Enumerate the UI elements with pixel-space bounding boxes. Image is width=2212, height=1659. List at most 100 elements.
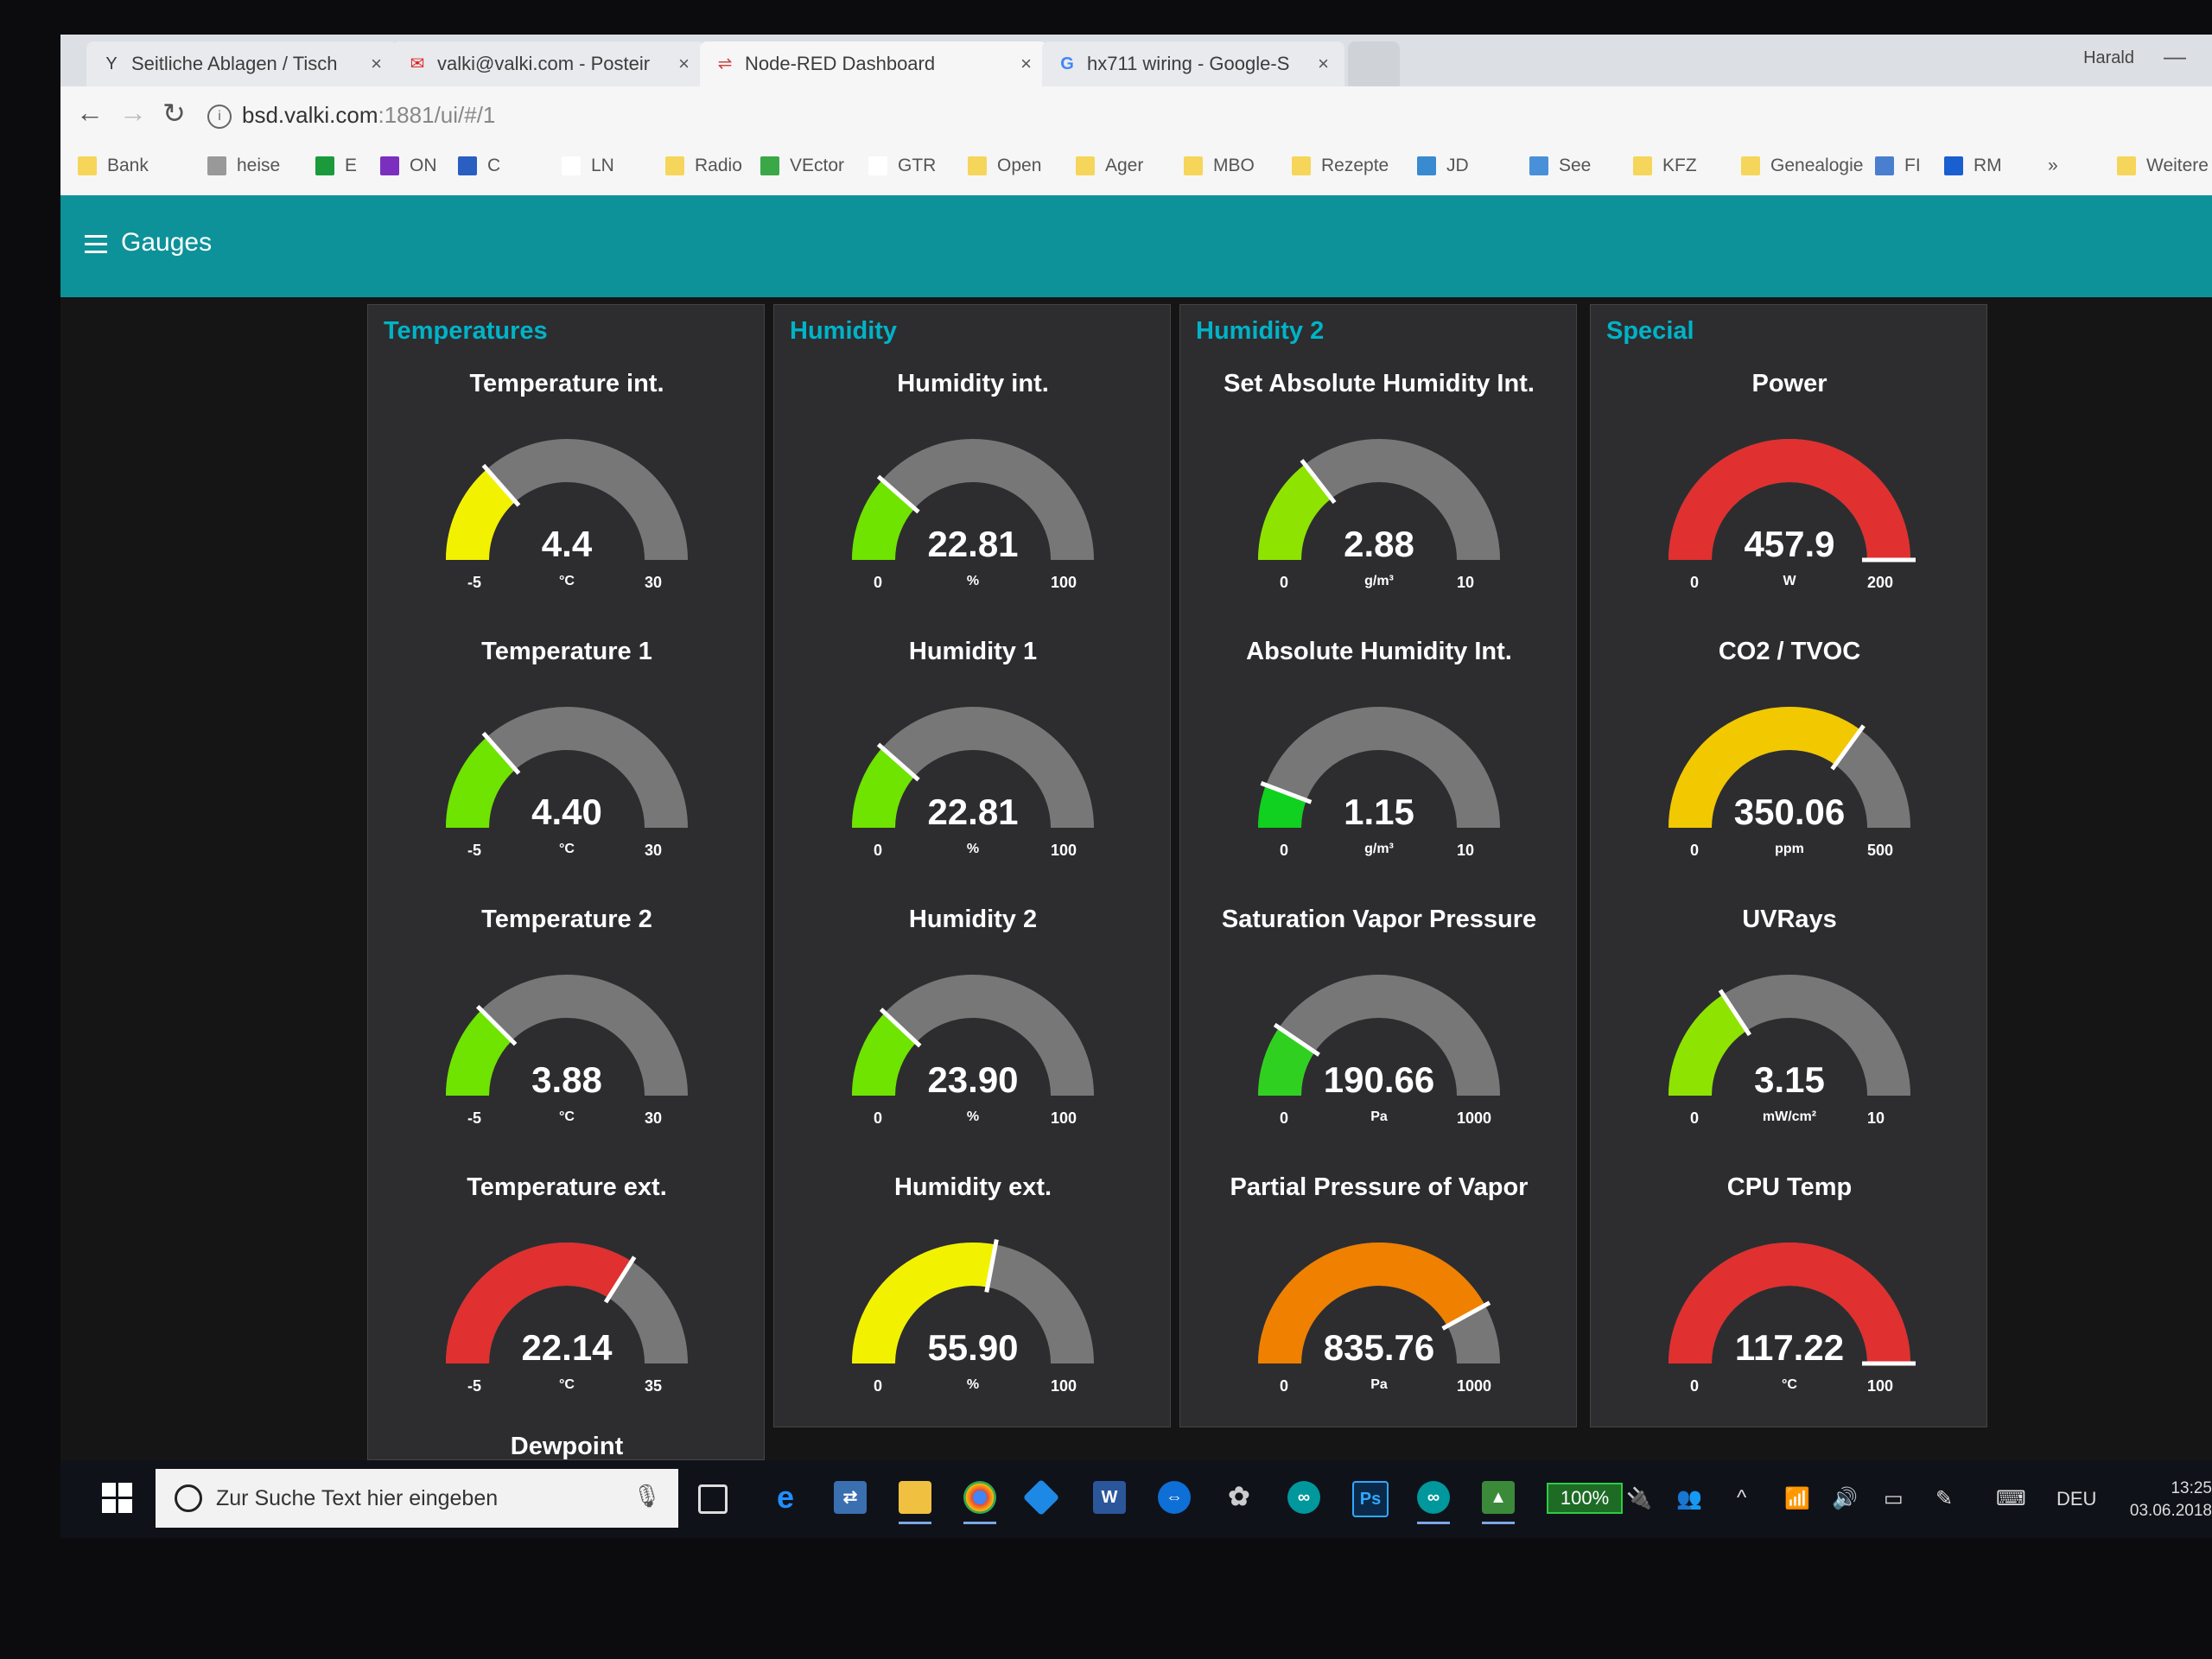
bookmark-icon	[1076, 156, 1095, 175]
gauge-dial	[446, 707, 688, 829]
gauge-title: Temperature 1	[481, 638, 652, 665]
bookmark-item[interactable]: heise	[207, 156, 280, 176]
tab-google[interactable]: G hx711 wiring - Google-S ×	[1042, 41, 1344, 86]
bookmark-item[interactable]: C	[458, 156, 500, 176]
tab-mail[interactable]: ✉ valki@valki.com - Posteir ×	[392, 41, 705, 86]
file-explorer-icon[interactable]	[899, 1481, 931, 1524]
tab-seitliche-ablagen[interactable]: Y Seitliche Ablagen / Tisch ×	[86, 41, 397, 86]
edge-icon[interactable]: e	[776, 1479, 795, 1515]
gauge-value: 350.06	[1733, 791, 1846, 832]
bookmark-item[interactable]: Rezepte	[1292, 156, 1389, 176]
bookmark-item[interactable]: KFZ	[1633, 156, 1697, 176]
gauge-needle	[879, 1007, 922, 1048]
bookmark-item[interactable]: Ager	[1076, 156, 1143, 176]
taskbar-search[interactable]: Zur Suche Text hier eingeben 🎙	[156, 1469, 678, 1528]
gauge-value: 1.15	[1344, 791, 1414, 832]
gauge-min-label: 0	[874, 842, 883, 859]
chrome-icon[interactable]	[963, 1481, 996, 1524]
kite-app-icon[interactable]	[1022, 1478, 1060, 1516]
close-icon[interactable]: ×	[1318, 53, 1329, 74]
group-title: Humidity 2	[1196, 317, 1325, 345]
bookmark-item[interactable]: VEctor	[760, 156, 844, 176]
bookmark-item[interactable]: RM	[1944, 156, 2002, 176]
bookmark-item[interactable]: FI	[1875, 156, 1921, 176]
bookmark-item[interactable]: See	[1529, 156, 1591, 176]
pen-icon[interactable]: ✎	[1936, 1487, 1954, 1510]
bookmark-item[interactable]: ON	[380, 156, 437, 176]
gauge-fill	[852, 1013, 917, 1096]
clock[interactable]: 13:25 03.06.2018	[2100, 1478, 2212, 1522]
bookmark-item[interactable]: E	[315, 156, 357, 176]
image-viewer-icon[interactable]: ▲	[1482, 1481, 1515, 1524]
gauge-fill	[446, 468, 517, 561]
gauge-widget: Temperature ext. 22.14 °C -5 35	[381, 1173, 753, 1441]
bookmark-icon	[1741, 156, 1760, 175]
tab-node-red-dashboard[interactable]: ⇌ Node-RED Dashboard ×	[700, 41, 1047, 86]
clock-time: 13:25	[2171, 1479, 2212, 1497]
bookmark-item[interactable]: Genealogie	[1741, 156, 1863, 176]
gauge-title: Power	[1751, 370, 1827, 397]
arduino-icon[interactable]: ∞	[1417, 1481, 1450, 1524]
close-icon[interactable]: ×	[371, 53, 382, 74]
gauge-unit: °C	[559, 574, 575, 588]
minimize-icon[interactable]: —	[2164, 43, 2186, 69]
keyboard-icon[interactable]: ⌨	[1996, 1487, 2026, 1510]
bookmark-item[interactable]: Bank	[78, 156, 149, 176]
info-icon[interactable]: i	[207, 105, 232, 130]
language-indicator[interactable]: DEU	[2056, 1488, 2097, 1510]
close-icon[interactable]: ×	[678, 53, 690, 74]
bookmark-item[interactable]: GTR	[868, 156, 936, 176]
tab-bar: Y Seitliche Ablagen / Tisch × ✉ valki@va…	[60, 35, 2212, 86]
gauge-dial	[446, 1243, 688, 1364]
new-tab-button[interactable]	[1348, 41, 1400, 86]
photoshop-icon[interactable]: Ps	[1352, 1481, 1389, 1517]
bookmark-label: Rezepte	[1321, 156, 1389, 175]
gauge-value: 3.15	[1754, 1059, 1825, 1100]
gauge-title: Absolute Humidity Int.	[1246, 638, 1512, 665]
gauge-widget: Partial Pressure of Vapor 835.76 Pa 0 1000	[1193, 1173, 1565, 1441]
arduino-icon[interactable]: ∞	[1287, 1481, 1320, 1514]
gauge-value: 457.9	[1744, 524, 1835, 564]
wifi-icon[interactable]: 📶	[1784, 1487, 1810, 1510]
bookmark-item[interactable]: Radio	[665, 156, 742, 176]
bookmark-item[interactable]: Weitere	[2117, 156, 2209, 176]
gauge-dial	[852, 707, 1094, 829]
power-plug-icon[interactable]: 🔌	[1626, 1487, 1652, 1510]
bookmark-icon	[562, 156, 581, 175]
bird-app-icon[interactable]: ✿	[1228, 1483, 1250, 1511]
back-icon[interactable]: ←	[76, 97, 104, 128]
bookmark-icon	[1292, 156, 1311, 175]
url-field[interactable]: i bsd.valki.com:1881/ui/#/1	[207, 97, 495, 133]
reload-icon[interactable]: ↻	[162, 98, 186, 129]
network-app-icon[interactable]: ⇄	[834, 1481, 867, 1514]
bookmark-icon	[207, 156, 226, 175]
bookmark-label: Open	[997, 156, 1042, 175]
bookmark-item[interactable]: MBO	[1184, 156, 1255, 176]
gauge-unit: %	[966, 574, 980, 588]
gauge-max-label: 30	[645, 842, 663, 859]
chevron-up-icon[interactable]: ^	[1737, 1486, 1747, 1510]
gauge-dial	[446, 975, 688, 1096]
task-view-icon[interactable]	[698, 1484, 728, 1514]
menu-icon[interactable]	[85, 235, 107, 254]
bookmark-label: See	[1559, 156, 1592, 175]
bookmark-item[interactable]: JD	[1417, 156, 1469, 176]
forward-icon[interactable]: →	[119, 97, 147, 128]
windows-start-icon[interactable]	[102, 1483, 133, 1514]
gauge-fill	[1669, 1243, 1910, 1364]
battery-indicator[interactable]: 100%	[1547, 1483, 1623, 1514]
bookmark-item[interactable]: »	[2048, 156, 2058, 176]
teamviewer-icon[interactable]: ⇔	[1158, 1481, 1191, 1514]
profile-button[interactable]: Harald	[2083, 48, 2134, 67]
group-title: Special	[1606, 317, 1694, 345]
google-icon: G	[1060, 54, 1074, 73]
volume-icon[interactable]: 🔊	[1832, 1487, 1858, 1510]
people-icon[interactable]: 👥	[1676, 1487, 1702, 1510]
bookmark-item[interactable]: Open	[968, 156, 1041, 176]
close-icon[interactable]: ×	[1020, 53, 1032, 74]
word-icon[interactable]: W	[1093, 1481, 1126, 1514]
battery-icon[interactable]: ▭	[1884, 1487, 1904, 1510]
bookmark-item[interactable]: LN	[562, 156, 614, 176]
microphone-icon[interactable]: 🎙	[632, 1483, 661, 1509]
gauge-widget: Temperature 1 4.40 °C -5 30	[381, 638, 753, 906]
